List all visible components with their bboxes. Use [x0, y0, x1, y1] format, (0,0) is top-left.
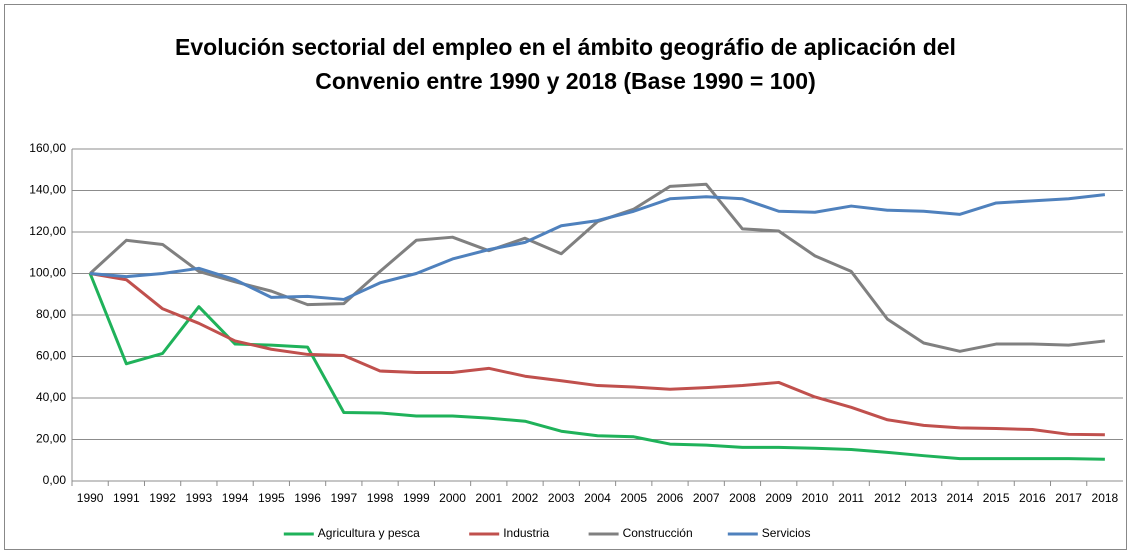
x-tick-label: 2014: [947, 491, 974, 505]
x-tick-label: 2006: [657, 491, 684, 505]
legend-label: Industria: [503, 526, 549, 540]
x-tick-label: 2004: [584, 491, 611, 505]
series-line: [89, 272, 1105, 437]
x-tick-label: 2002: [512, 491, 539, 505]
y-tick-label: 60,00: [36, 349, 66, 363]
x-tick-label: 2008: [729, 491, 756, 505]
x-tick-label: 2005: [620, 491, 647, 505]
x-tick-label: 2015: [983, 491, 1010, 505]
legend-label: Construcción: [623, 526, 693, 540]
x-tick-label: 1998: [367, 491, 394, 505]
chart-title: Evolución sectorial del empleo en el ámb…: [175, 34, 956, 94]
y-tick-label: 40,00: [36, 390, 66, 404]
x-tick-label: 1997: [330, 491, 357, 505]
y-tick-label: 160,00: [29, 141, 66, 155]
x-tick-label: 2001: [475, 491, 502, 505]
x-tick-label: 1996: [294, 491, 321, 505]
x-tick-label: 1991: [113, 491, 140, 505]
x-tick-label: 2010: [802, 491, 829, 505]
y-tick-label: 140,00: [29, 183, 66, 197]
x-tick-label: 2000: [439, 491, 466, 505]
x-tick-label: 1995: [258, 491, 285, 505]
legend-label: Servicios: [762, 526, 811, 540]
x-tick-label: 2017: [1055, 491, 1082, 505]
x-tick-label: 2016: [1019, 491, 1046, 505]
x-tick-label: 2009: [765, 491, 792, 505]
x-tick-label: 2012: [874, 491, 901, 505]
x-tick-label: 1990: [77, 491, 104, 505]
x-tick-label: 2011: [838, 491, 864, 505]
legend-label: Agricultura y pesca: [318, 526, 420, 540]
y-tick-label: 120,00: [29, 224, 66, 238]
x-tick-label: 2018: [1092, 491, 1119, 505]
x-tick-label: 2003: [548, 491, 575, 505]
chart-border: [4, 4, 1127, 550]
series-line: [89, 193, 1106, 301]
series-line: [88, 272, 1105, 461]
x-tick-label: 1999: [403, 491, 430, 505]
y-tick-label: 0,00: [43, 473, 67, 487]
x-tick-label: 2013: [910, 491, 937, 505]
x-tick-label: 1993: [185, 491, 212, 505]
y-tick-label: 80,00: [36, 307, 66, 321]
y-tick-label: 100,00: [29, 266, 66, 280]
x-tick-label: 1992: [149, 491, 176, 505]
x-tick-label: 1994: [222, 491, 249, 505]
x-tick-label: 2007: [693, 491, 720, 505]
y-tick-label: 20,00: [36, 432, 66, 446]
